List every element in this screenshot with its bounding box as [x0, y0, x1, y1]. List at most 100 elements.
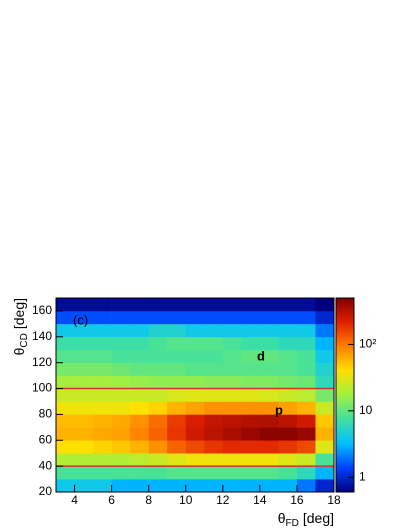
cell: [111, 362, 131, 376]
y-axis-label-symbol: θ: [11, 347, 27, 355]
cell: [296, 349, 316, 363]
y-axis-label: θCD [deg]: [11, 298, 30, 355]
cell: [93, 362, 112, 376]
cell: [278, 440, 298, 454]
cell: [130, 323, 149, 338]
cell: [93, 310, 112, 325]
cell: [222, 336, 242, 351]
cell: [148, 388, 168, 402]
cell: [278, 414, 298, 428]
cell: [56, 479, 75, 493]
cell: [278, 310, 298, 325]
cell: [185, 440, 205, 454]
cell: [315, 466, 335, 480]
cell: [315, 349, 335, 363]
cell: [185, 414, 205, 428]
cell: [204, 336, 224, 351]
cell: [315, 453, 335, 467]
cell: [167, 466, 187, 480]
cell: [296, 310, 316, 325]
cell: [148, 414, 168, 428]
cell: [130, 336, 149, 351]
cell: [74, 466, 94, 480]
cell: [296, 414, 316, 428]
cell: [74, 362, 94, 376]
cell: [148, 440, 168, 454]
cell: [259, 401, 279, 415]
cell: [222, 414, 242, 428]
annotation: d: [257, 348, 265, 363]
cell: [241, 414, 261, 428]
cell: [222, 427, 242, 441]
y-tick-label: 140: [32, 329, 52, 343]
z-tick-label: 1: [359, 469, 366, 483]
cell: [56, 427, 75, 441]
cell: [222, 362, 242, 376]
cell: [296, 440, 316, 454]
x-tick-label: 6: [108, 493, 115, 507]
cell: [93, 440, 112, 454]
cell: [148, 349, 168, 363]
cell: [185, 298, 205, 312]
cell: [315, 479, 335, 493]
cell: [148, 466, 168, 480]
cell: [315, 375, 335, 389]
cell: [204, 401, 224, 415]
cell: [278, 401, 298, 415]
cell: [167, 440, 187, 454]
cell: [130, 453, 149, 467]
cell: [148, 375, 168, 389]
cell: [222, 349, 242, 363]
cell: [222, 453, 242, 467]
cell: [148, 479, 168, 493]
cell: [241, 466, 261, 480]
cell: [296, 323, 316, 338]
y-tick-label: 40: [39, 458, 53, 472]
cell: [56, 453, 75, 467]
cell: [111, 298, 131, 312]
cell: [278, 349, 298, 363]
cell: [241, 349, 261, 363]
cell: [74, 427, 94, 441]
cell: [111, 388, 131, 402]
cell: [315, 336, 335, 351]
cell: [259, 414, 279, 428]
cell: [167, 479, 187, 493]
x-axis-label-sub: FD: [286, 518, 299, 529]
cell: [167, 298, 187, 312]
cell: [259, 453, 279, 467]
cell: [130, 427, 149, 441]
cell: [93, 453, 112, 467]
cell: [315, 362, 335, 376]
cell: [204, 427, 224, 441]
cell: [185, 453, 205, 467]
cell: [56, 388, 75, 402]
cell: [278, 388, 298, 402]
cell: [204, 323, 224, 338]
z-tick-label: 10²: [359, 337, 376, 351]
cell: [130, 298, 149, 312]
cell: [185, 375, 205, 389]
cell: [278, 479, 298, 493]
cell: [241, 401, 261, 415]
cell: [74, 479, 94, 493]
y-tick-label: 20: [39, 484, 53, 498]
x-axis-label-unit: [deg]: [303, 510, 334, 526]
cell: [148, 336, 168, 351]
cell: [204, 349, 224, 363]
cell: [185, 349, 205, 363]
cell: [259, 427, 279, 441]
cell: [259, 466, 279, 480]
cell: [241, 336, 261, 351]
cell: [111, 466, 131, 480]
cell: [315, 427, 335, 441]
cell: [241, 453, 261, 467]
cell: [259, 362, 279, 376]
cell: [296, 298, 316, 312]
y-tick-label: 60: [39, 432, 53, 446]
cell: [222, 401, 242, 415]
plot-frame: [55, 297, 335, 493]
cell: [204, 375, 224, 389]
cell: [74, 388, 94, 402]
cell: [315, 298, 335, 312]
